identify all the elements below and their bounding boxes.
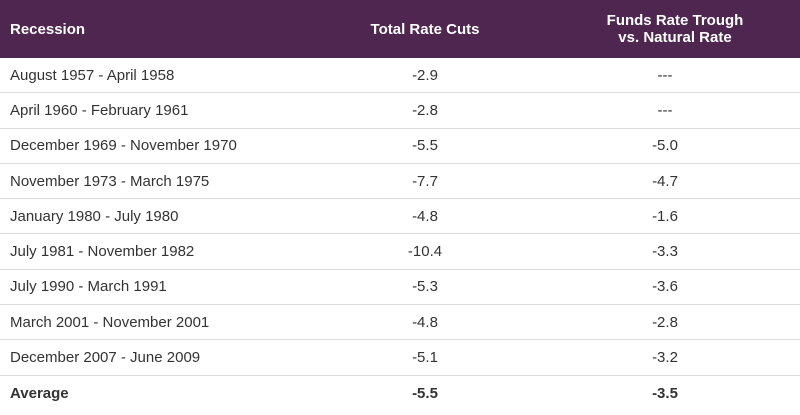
recession-cell: December 2007 - June 2009 [10, 349, 201, 367]
header-funds-rate-trough-line1: Funds Rate Trough [606, 12, 744, 29]
rate-cuts-cell: -5.5 [412, 137, 438, 155]
recession-cell: July 1990 - March 1991 [10, 278, 167, 296]
recession-cell: March 2001 - November 2001 [10, 313, 210, 331]
average-row: Average -5.5 -3.5 [0, 376, 800, 411]
trough-cell: -4.7 [652, 172, 678, 190]
average-trough: -3.5 [652, 384, 678, 402]
recession-cell: January 1980 - July 1980 [10, 207, 179, 225]
recession-cell: July 1981 - November 1982 [10, 243, 195, 261]
rate-cuts-cell: -2.9 [412, 66, 438, 84]
header-funds-rate-trough: Funds Rate Trough vs. Natural Rate [560, 0, 790, 58]
trough-cell: --- [657, 66, 673, 84]
average-rate-cuts: -5.5 [412, 384, 438, 402]
trough-cell: --- [657, 101, 673, 119]
table-row: December 2007 - June 2009 -5.1 -3.2 [0, 340, 800, 376]
rate-cuts-cell: -10.4 [407, 243, 443, 261]
header-funds-rate-trough-line2: vs. Natural Rate [618, 29, 732, 46]
table-row: July 1981 - November 1982 -10.4 -3.3 [0, 234, 800, 270]
trough-cell: -3.3 [652, 243, 678, 261]
trough-cell: -1.6 [652, 207, 678, 225]
header-recession: Recession [10, 20, 86, 38]
rate-cuts-cell: -4.8 [412, 207, 438, 225]
table-header: Recession Total Rate Cuts Funds Rate Tro… [0, 0, 800, 58]
table-row: December 1969 - November 1970 -5.5 -5.0 [0, 129, 800, 164]
recession-cell: December 1969 - November 1970 [10, 137, 237, 155]
header-total-rate-cuts: Total Rate Cuts [370, 20, 480, 38]
recession-cell: April 1960 - February 1961 [10, 101, 189, 119]
trough-cell: -5.0 [652, 137, 678, 155]
table-row: November 1973 - March 1975 -7.7 -4.7 [0, 164, 800, 200]
table-row: August 1957 - April 1958 -2.9 --- [0, 58, 800, 94]
trough-cell: -3.2 [652, 349, 678, 367]
rate-cuts-cell: -5.3 [412, 278, 438, 296]
rate-cuts-cell: -2.8 [412, 101, 438, 119]
recession-cell: August 1957 - April 1958 [10, 66, 175, 84]
rate-cuts-cell: -7.7 [412, 172, 438, 190]
table-row: March 2001 - November 2001 -4.8 -2.8 [0, 305, 800, 341]
average-label: Average [10, 384, 69, 402]
table-row: April 1960 - February 1961 -2.8 --- [0, 93, 800, 129]
rate-cuts-cell: -5.1 [412, 349, 438, 367]
recession-cell: November 1973 - March 1975 [10, 172, 210, 190]
trough-cell: -2.8 [652, 313, 678, 331]
rate-cuts-cell: -4.8 [412, 313, 438, 331]
trough-cell: -3.6 [652, 278, 678, 296]
table-row: July 1990 - March 1991 -5.3 -3.6 [0, 270, 800, 306]
table-row: January 1980 - July 1980 -4.8 -1.6 [0, 199, 800, 235]
